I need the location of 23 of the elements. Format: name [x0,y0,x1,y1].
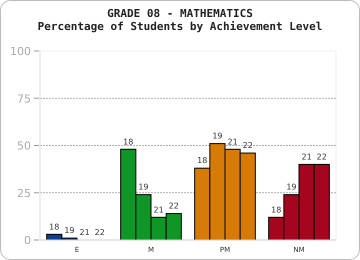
chart-title: GRADE 08 - MATHEMATICS [107,7,253,20]
chart-subtitle: Percentage of Students by Achievement Level [38,20,322,33]
text: 19 [286,182,297,192]
text: 22 [94,228,105,237]
y-tick-label: 0 [24,234,31,247]
text: 21 [301,152,312,162]
y-tick-label: 75 [17,92,31,106]
text: 22 [242,141,253,150]
series-label: 22 [168,202,179,211]
series-label: 19 [64,226,75,236]
text: 18 [271,205,282,214]
text: 22 [316,152,327,162]
text: 18 [197,156,208,166]
text: 19 [212,132,223,141]
series-label: 21 [153,205,164,214]
series-label: 18 [49,222,60,232]
text: 19 [138,182,149,192]
text: 18 [123,137,134,146]
text: 21 [79,228,90,237]
y-tick-label: 100 [10,45,31,58]
text: 21 [227,137,238,146]
y-tick-label: 50 [17,140,31,152]
y-tick-label: 25 [17,186,31,200]
